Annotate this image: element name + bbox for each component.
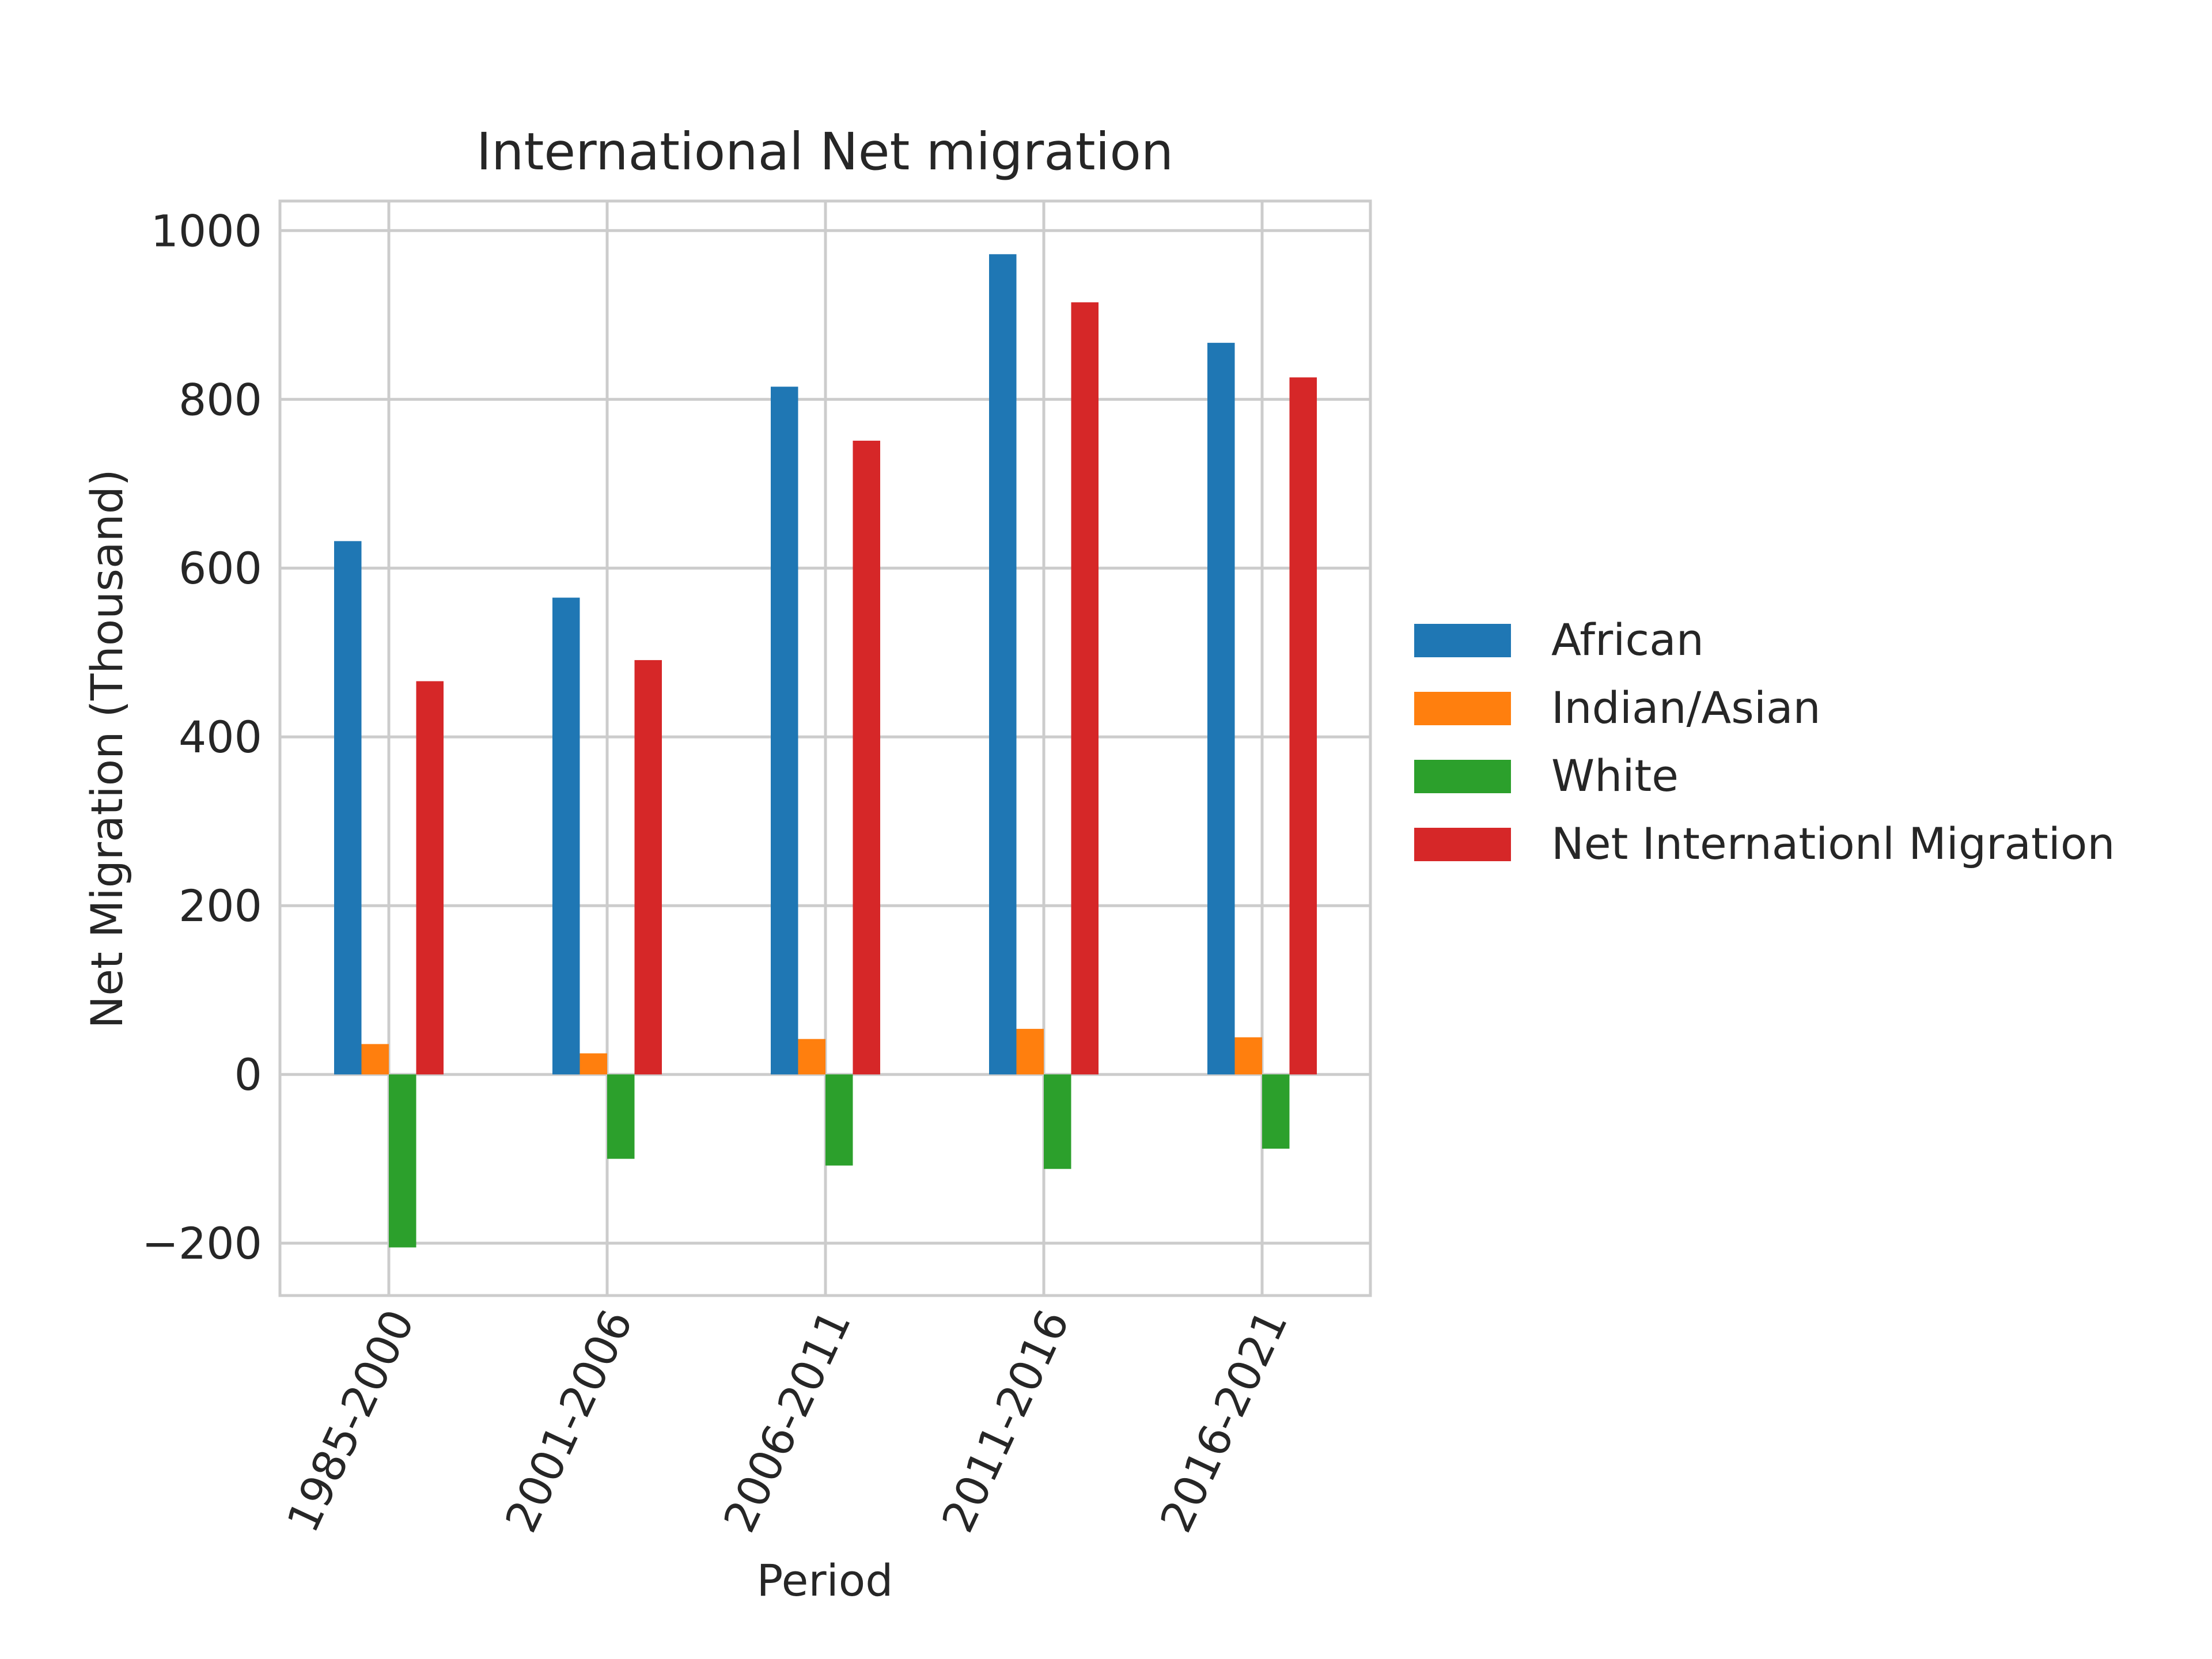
- bar-white: [389, 1074, 416, 1248]
- bar-indian-asian: [1234, 1037, 1262, 1075]
- bar-indian-asian: [361, 1044, 389, 1075]
- bar-african: [771, 387, 798, 1075]
- legend-swatch: [1414, 624, 1511, 657]
- bar-white: [825, 1074, 853, 1166]
- plot-area: [278, 199, 1372, 1297]
- bar-white: [607, 1074, 635, 1159]
- bar-net-internationl-migration: [634, 660, 662, 1075]
- legend-swatch: [1414, 760, 1511, 793]
- legend-label: African: [1551, 614, 1704, 665]
- legend-swatch: [1414, 692, 1511, 725]
- y-axis-ticks: −200 0 200 400 600 800 1000: [142, 205, 262, 1269]
- y-tick-label: 1000: [151, 205, 262, 256]
- bar-net-internationl-migration: [1289, 377, 1317, 1075]
- legend: African Indian/Asian White Net Internationl…: [1414, 614, 2115, 869]
- x-axis-label: Period: [757, 1555, 893, 1606]
- y-tick-label: 200: [179, 880, 262, 931]
- y-tick-label: 600: [179, 543, 262, 594]
- y-tick-label: 0: [234, 1049, 262, 1100]
- bar-white: [1262, 1074, 1290, 1149]
- bar-indian-asian: [579, 1053, 607, 1075]
- bar-african: [334, 541, 362, 1075]
- bar-african: [1207, 343, 1235, 1075]
- legend-label: Indian/Asian: [1551, 682, 1821, 733]
- bar-indian-asian: [798, 1039, 825, 1075]
- bar-net-internationl-migration: [853, 441, 880, 1075]
- plot-frame: [278, 199, 1372, 1297]
- bar-indian-asian: [1016, 1029, 1044, 1075]
- legend-label: Net Internationl Migration: [1551, 818, 2115, 869]
- bar-net-internationl-migration: [1071, 302, 1099, 1075]
- y-tick-label: 800: [179, 374, 262, 425]
- bar-african: [989, 254, 1017, 1075]
- legend-label: White: [1551, 750, 1679, 801]
- bars: [334, 254, 1317, 1248]
- bar-african: [552, 597, 580, 1075]
- bar-white: [1044, 1074, 1071, 1169]
- y-axis-label: Net Migration (Thousand): [81, 469, 132, 1028]
- legend-swatch: [1414, 828, 1511, 861]
- chart-title: International Net migration: [476, 122, 1173, 181]
- y-tick-label: −200: [142, 1218, 262, 1269]
- y-tick-label: 400: [179, 711, 262, 763]
- bar-net-internationl-migration: [416, 681, 444, 1075]
